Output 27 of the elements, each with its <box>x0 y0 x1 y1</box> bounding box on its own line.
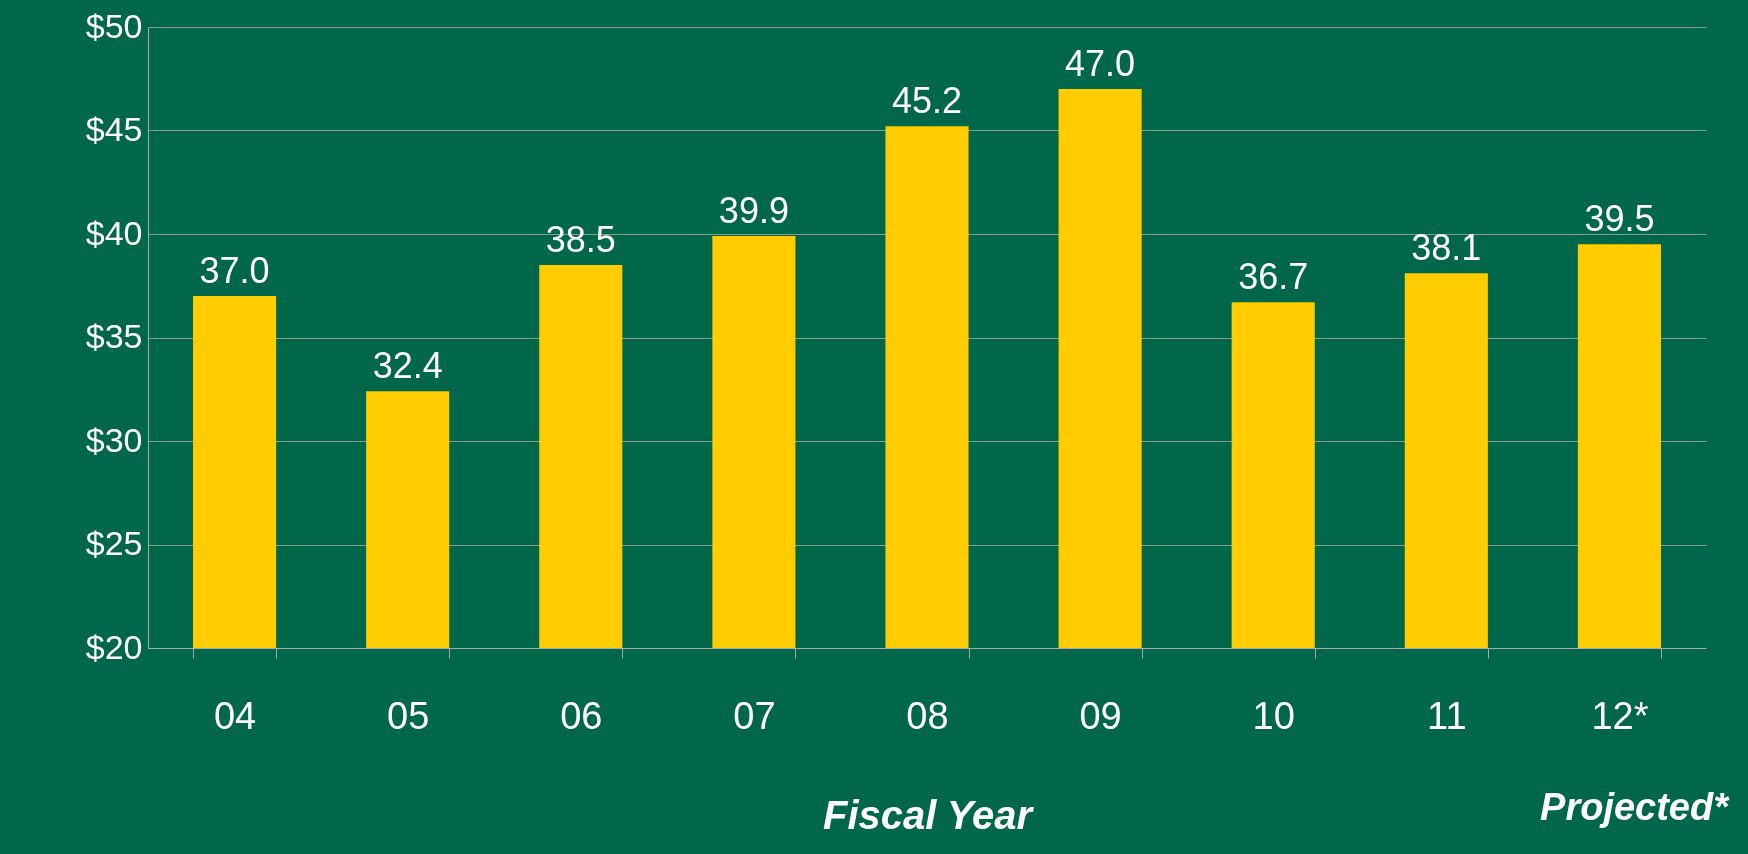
x-tick-label: 08 <box>906 694 949 737</box>
text: Projected* <box>1540 786 1728 829</box>
x-tick-label: 11 <box>1427 694 1467 737</box>
data-label: 47.0 <box>1065 43 1136 85</box>
x-tick-label: 07 <box>733 694 776 737</box>
y-tick-label: $45 <box>85 110 143 148</box>
y-tick-label: $35 <box>85 317 143 355</box>
x-tick-label: 06 <box>560 694 603 737</box>
x-tick-label: 12* <box>1591 694 1649 737</box>
y-tick-label: $30 <box>85 420 143 459</box>
y-tick-label: $50 <box>85 6 143 45</box>
data-label: 45.2 <box>891 80 963 122</box>
x-tick-label: 05 <box>387 694 430 737</box>
y-tick-label: $40 <box>85 213 143 252</box>
data-label: 39.9 <box>718 190 789 232</box>
data-label: 36.7 <box>1238 256 1309 298</box>
data-label: 38.1 <box>1411 227 1482 269</box>
x-tick-label: 10 <box>1252 694 1295 737</box>
data-label: 39.5 <box>1584 198 1655 240</box>
data-label: 32.4 <box>372 345 443 387</box>
x-tick-label: 04 <box>213 694 257 737</box>
y-tick-label: $20 <box>85 627 143 666</box>
y-tick-label: $25 <box>85 524 143 562</box>
data-label: 37.0 <box>199 250 270 292</box>
x-axis-title: Fiscal Year <box>822 792 1035 837</box>
x-tick-label: 09 <box>1079 694 1122 737</box>
data-label: 38.5 <box>545 219 616 261</box>
